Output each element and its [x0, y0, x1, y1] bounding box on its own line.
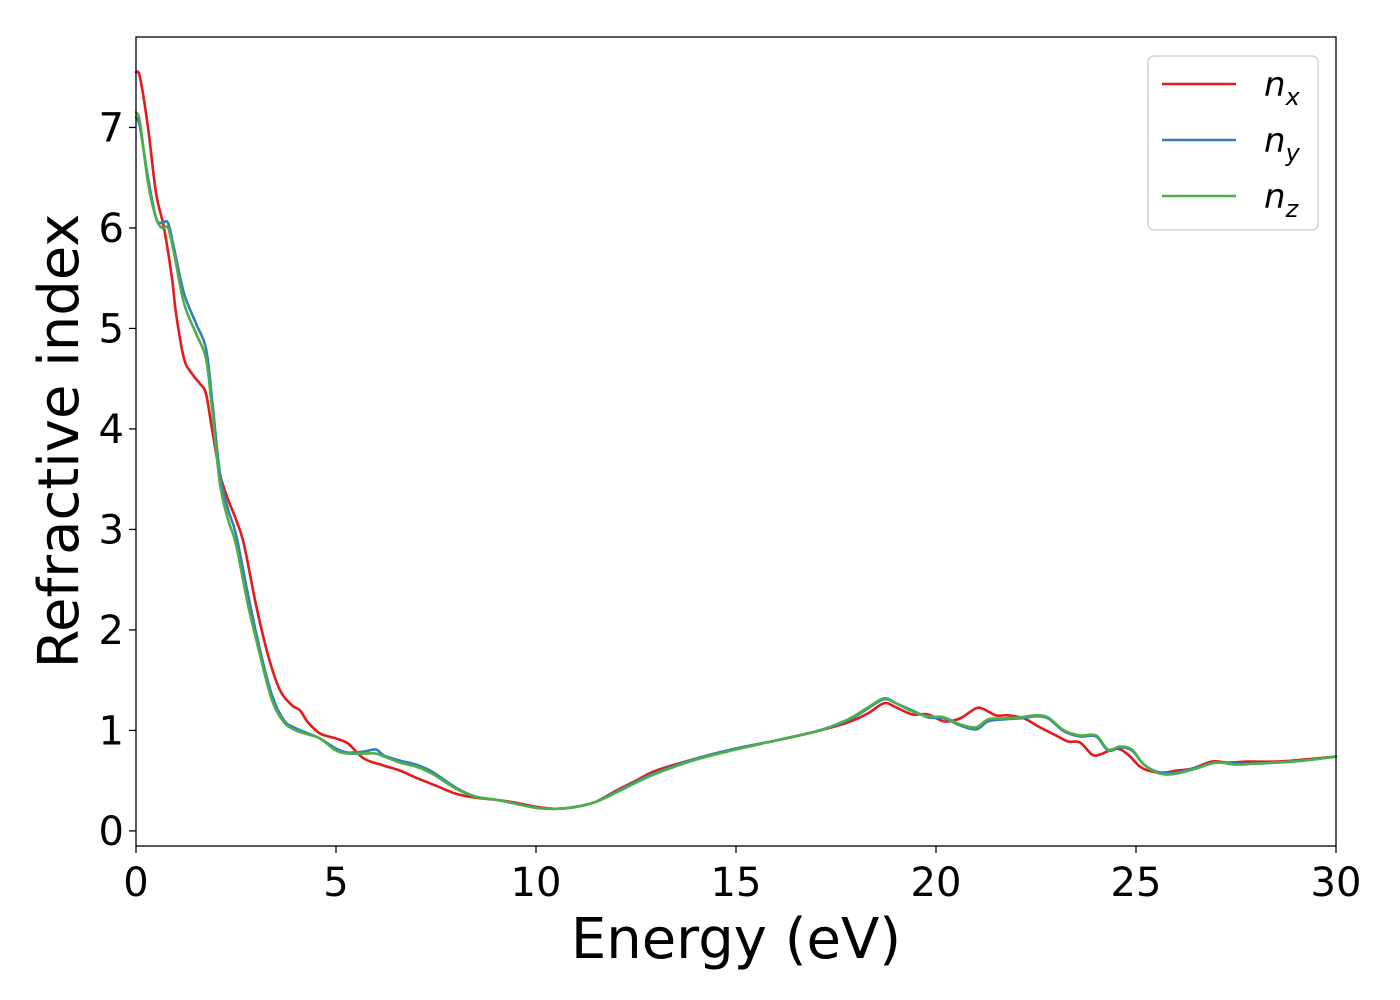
legend-label-base: n [1264, 65, 1286, 105]
legend-label-nz: nz [1264, 177, 1300, 223]
x-axis-title: Energy (eV) [571, 907, 901, 972]
series-lines [134, 70, 1338, 811]
y-tick-label: 7 [99, 105, 124, 151]
y-tick-label: 6 [99, 206, 124, 252]
y-axis-title: Refractive index [27, 214, 92, 669]
series-line-nz [134, 111, 1338, 811]
x-tick-label: 10 [511, 860, 562, 906]
y-tick-label: 0 [99, 809, 124, 855]
legend-label-base: n [1264, 121, 1286, 161]
legend-box [1147, 55, 1319, 231]
axis-ticks: 0 5 10 15 20 25 30 0 1 2 3 4 5 6 7 [99, 105, 1362, 906]
legend-label-nx: nx [1264, 65, 1301, 111]
y-tick-label: 3 [99, 507, 124, 553]
x-tick-label: 5 [323, 860, 348, 906]
x-tick-label: 20 [911, 860, 962, 906]
y-tick-label: 2 [99, 608, 124, 654]
x-tick-label: 0 [123, 860, 148, 906]
legend-label-base: n [1264, 177, 1286, 217]
x-tick-label: 25 [1111, 860, 1162, 906]
x-tick-label: 30 [1311, 860, 1362, 906]
plot-frame [135, 36, 1337, 847]
legend-label-subscript: x [1285, 83, 1301, 111]
legend-label-ny: ny [1264, 121, 1301, 167]
y-tick-label: 5 [99, 306, 124, 352]
legend-label-subscript: z [1285, 195, 1300, 223]
x-tick-label: 15 [711, 860, 762, 906]
legend-label-subscript: y [1285, 139, 1301, 167]
y-tick-label: 1 [99, 708, 124, 754]
y-tick-label: 4 [99, 407, 124, 453]
